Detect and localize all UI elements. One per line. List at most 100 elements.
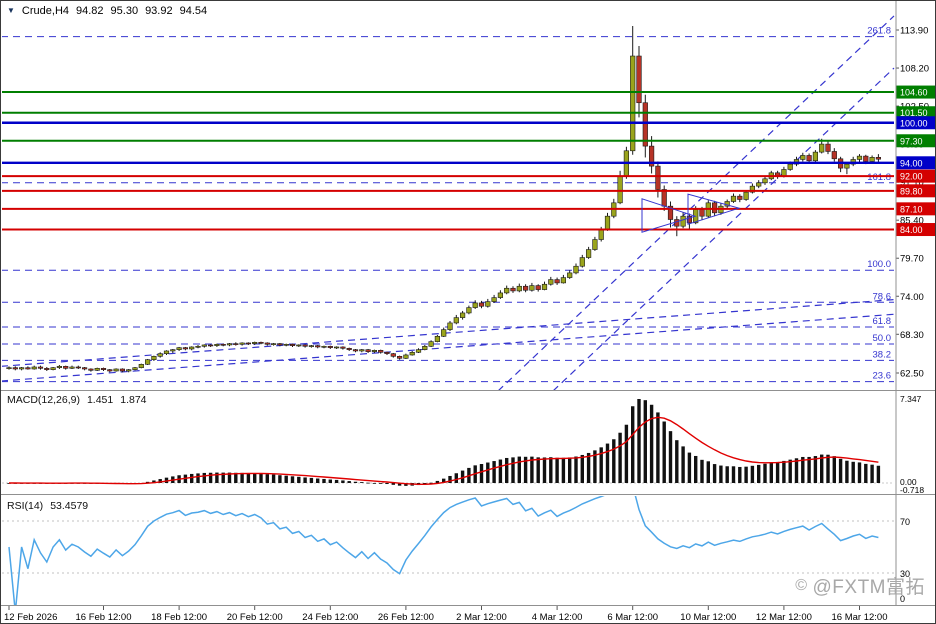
candle-body (472, 302, 478, 308)
candle-body (598, 229, 604, 240)
price-tick-label: 62.50 (900, 368, 924, 379)
candle-body (56, 366, 62, 368)
price-tick-label: 74.00 (900, 292, 924, 303)
candle-body (321, 346, 327, 348)
candle-body (560, 277, 566, 284)
candle-body (529, 285, 535, 291)
macd-name: MACD(12,26,9) (7, 394, 80, 406)
candle-body (371, 350, 378, 352)
candle-body (201, 344, 207, 347)
fib-level-label: 100.0 (867, 259, 891, 270)
candle-body (548, 279, 554, 285)
candle-body (226, 343, 233, 346)
candle-body (630, 55, 636, 152)
macd-tick-label: 0.00 (900, 477, 917, 487)
candle-body (743, 191, 749, 200)
ohlc-info: ▼ Crude,H4 94.82 95.30 93.92 94.54 (7, 5, 207, 17)
price-level-badge (896, 116, 935, 130)
price-tick-label: 91.10 (900, 178, 924, 189)
candle-body (737, 195, 743, 200)
price-level-badge-label: 92.00 (900, 172, 923, 182)
candle-body (573, 265, 579, 274)
rsi-value: 53.4579 (50, 500, 89, 512)
time-axis-label: 10 Mar 12:00 (680, 612, 736, 623)
candle-body (409, 352, 415, 356)
price-tick-label: 79.70 (900, 254, 924, 265)
macd-main-value: 1.451 (86, 394, 114, 406)
trendline[interactable] (1, 313, 895, 382)
candle-body (516, 285, 522, 292)
candle-body (359, 349, 365, 352)
candle-body (270, 343, 277, 345)
candle-body (157, 353, 163, 357)
candle-body (258, 341, 264, 344)
trendline[interactable] (1, 298, 895, 367)
macd-signal-line (9, 416, 879, 485)
candle-body (617, 175, 623, 204)
time-axis-label: 2 Mar 12:00 (456, 612, 507, 623)
candle-body (485, 301, 491, 307)
candle-body (441, 329, 447, 337)
candle-body (245, 342, 252, 345)
candle-body (308, 345, 315, 347)
price-tick-label: 68.30 (900, 330, 924, 341)
fib-level-label: 161.8 (867, 172, 891, 183)
candle-body (497, 292, 504, 298)
candle-body (869, 157, 875, 162)
rsi-name: RSI(14) (7, 500, 44, 512)
candle-body (315, 345, 321, 348)
candle-body (195, 346, 201, 348)
time-axis-label: 18 Feb 12:00 (151, 612, 207, 623)
time-axis-label: 24 Feb 12:00 (302, 612, 358, 623)
candle-body (94, 368, 100, 371)
candle-body (333, 346, 340, 349)
time-axis-label: 16 Mar 12:00 (832, 612, 888, 623)
candle-body (787, 163, 793, 170)
macd-tick-label: -0.718 (900, 485, 924, 495)
price-tick-label: 108.20 (900, 64, 929, 75)
candle-body (220, 343, 226, 346)
candle-body (50, 367, 56, 370)
triangle-pattern[interactable] (641, 198, 697, 233)
candle-body (31, 366, 37, 370)
candle-body (6, 367, 12, 369)
fib-retracement[interactable]: 261.8 161.8 100.0 78.6 61.8 50.0 38.2 23.6 (1, 26, 894, 383)
trendline[interactable] (498, 15, 895, 391)
candle-body (189, 346, 195, 350)
low-value: 93.92 (145, 5, 173, 17)
price-level-badge-label: 89.80 (900, 186, 923, 196)
candle-body (277, 343, 283, 346)
trendlines[interactable] (1, 15, 895, 391)
candle-body (825, 143, 831, 152)
candle-body (132, 367, 138, 370)
candle-body (478, 302, 485, 307)
candle-body (182, 347, 189, 350)
price-level-badge-label: 100.00 (900, 118, 928, 128)
candle-body (522, 285, 529, 291)
candle-body (390, 353, 396, 357)
candle-body (163, 350, 170, 354)
candle-body (453, 317, 459, 324)
price-level-badge (896, 184, 935, 198)
price-level-badge-label: 97.30 (900, 136, 923, 146)
candle-body (800, 155, 806, 160)
candle-body (819, 143, 825, 153)
candle-body (749, 185, 755, 193)
candle-body (856, 155, 863, 160)
candle-body (126, 369, 132, 372)
candle-body (434, 335, 441, 342)
candle-body (699, 209, 705, 217)
candle-body (844, 163, 850, 169)
candle-body (762, 178, 768, 184)
price-level-badge (896, 156, 935, 170)
triangle-pattern[interactable] (687, 193, 741, 225)
candle-body (686, 215, 692, 224)
price-levels[interactable] (1, 91, 894, 231)
candle-body (541, 283, 548, 290)
candle-body (12, 367, 18, 370)
candle-body (661, 189, 667, 207)
candle-body (579, 257, 585, 267)
candle-body (655, 165, 661, 190)
candle-body (636, 55, 642, 104)
